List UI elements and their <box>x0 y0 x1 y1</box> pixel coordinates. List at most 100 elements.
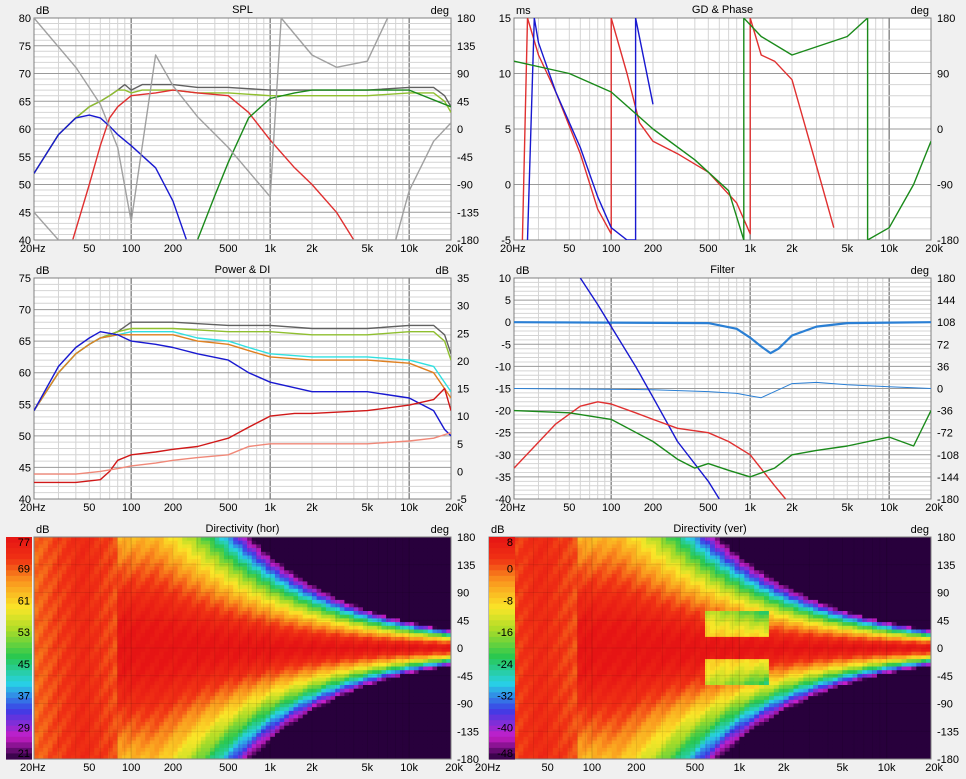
heatmap-cell <box>339 733 346 738</box>
heatmap-cell <box>38 562 44 568</box>
heatmap-cell <box>94 729 100 734</box>
heatmap-cell <box>38 740 44 745</box>
heatmap-cell <box>219 544 225 549</box>
heatmap-cell <box>307 581 313 586</box>
heatmap-cell <box>140 710 146 716</box>
heatmap-cell <box>159 740 165 745</box>
heatmap-cell <box>38 677 44 682</box>
heatmap-cell <box>256 722 262 727</box>
heatmap-cell <box>149 692 156 697</box>
heatmap-cell <box>71 607 77 612</box>
heatmap-cell <box>307 677 313 682</box>
heatmap-cell <box>302 692 308 697</box>
heatmap-cell <box>288 588 295 594</box>
heatmap-cell <box>302 622 308 627</box>
heatmap-cell <box>47 692 54 697</box>
heatmap-cell <box>112 562 118 568</box>
heatmap-cell <box>372 566 378 571</box>
heatmap-cell <box>131 614 137 619</box>
heatmap-cell <box>135 696 142 701</box>
heatmap-cell <box>196 618 202 623</box>
heatmap-cell <box>71 751 77 756</box>
heatmap-cell <box>84 636 91 642</box>
heatmap-cell <box>270 618 276 623</box>
heatmap-cell <box>284 607 290 612</box>
heatmap-cell <box>214 740 220 745</box>
heatmap-cell <box>251 644 257 649</box>
heatmap-cell <box>284 611 290 616</box>
heatmap-cell <box>270 662 276 668</box>
heatmap-cell <box>61 729 68 734</box>
heatmap-cell <box>122 622 128 627</box>
heatmap-cell <box>117 733 123 738</box>
heatmap-cell <box>228 725 234 730</box>
heatmap-cell <box>140 747 146 753</box>
heatmap-cell <box>325 718 332 723</box>
heatmap-cell <box>372 629 378 634</box>
heatmap-cell <box>177 670 183 675</box>
heatmap-cell <box>191 588 197 594</box>
heatmap-cell <box>140 640 146 645</box>
heatmap-cell <box>353 592 359 597</box>
heatmap-cell <box>284 629 290 634</box>
heatmap-cell <box>140 662 146 668</box>
heatmap-cell <box>251 688 257 693</box>
heatmap-cell <box>205 677 211 682</box>
heatmap-cell <box>223 662 230 668</box>
heatmap-cell <box>108 622 114 627</box>
heatmap-cell <box>270 755 276 759</box>
heatmap-cell <box>325 622 332 627</box>
heatmap-cell <box>186 611 193 616</box>
series-group <box>514 18 931 240</box>
heatmap-cell <box>265 736 271 742</box>
heatmap-cell <box>376 673 383 679</box>
heatmap-cell <box>191 744 197 749</box>
heatmap-cell <box>367 751 373 756</box>
heatmap-cell <box>321 577 327 582</box>
heatmap-cell <box>205 574 211 579</box>
heatmap-cell <box>214 566 220 571</box>
heatmap-cell <box>284 599 290 605</box>
heatmap-cell <box>38 692 44 697</box>
heatmap-cell <box>186 570 193 575</box>
heatmap-cell <box>214 718 220 723</box>
heatmap-cell <box>191 666 197 671</box>
heatmap-cell <box>98 562 105 568</box>
grid <box>33 17 452 241</box>
heatmap-cell <box>214 574 220 579</box>
heatmap-cell <box>256 540 262 545</box>
heatmap-cell <box>196 588 202 594</box>
heatmap-cell <box>288 718 295 723</box>
heatmap-cell <box>112 710 118 716</box>
heatmap-cell <box>256 592 262 597</box>
heatmap-cell <box>61 688 68 693</box>
heatmap-cell <box>94 744 100 749</box>
y-right-tick-label: 36 <box>937 361 949 373</box>
heatmap-cell <box>242 755 248 759</box>
heatmap-cell <box>159 596 165 601</box>
heatmap-cell <box>233 622 239 627</box>
heatmap-cell <box>80 670 86 675</box>
heatmap-cell <box>228 659 234 664</box>
heatmap-cell <box>52 644 58 649</box>
heatmap-cell <box>117 566 123 571</box>
heatmap-cell <box>84 692 91 697</box>
heatmap-cell <box>353 566 359 571</box>
heatmap-cell <box>233 733 239 738</box>
heatmap-cell <box>228 651 234 656</box>
heatmap-cell <box>177 673 183 679</box>
heatmap-cell <box>205 729 211 734</box>
heatmap-cell <box>279 751 285 756</box>
heatmap-cell <box>84 611 91 616</box>
heatmap-cell <box>237 747 244 753</box>
heatmap-cell <box>89 633 95 638</box>
heatmap-cell <box>103 722 109 727</box>
heatmap-cell <box>274 699 281 705</box>
heatmap-cell <box>108 714 114 719</box>
heatmap-cell <box>372 599 378 605</box>
series-line-blue <box>34 331 451 437</box>
heatmap-cell <box>80 659 86 664</box>
heatmap-cell <box>381 655 387 660</box>
heatmap-cell <box>325 607 332 612</box>
heatmap-cell <box>219 596 225 601</box>
